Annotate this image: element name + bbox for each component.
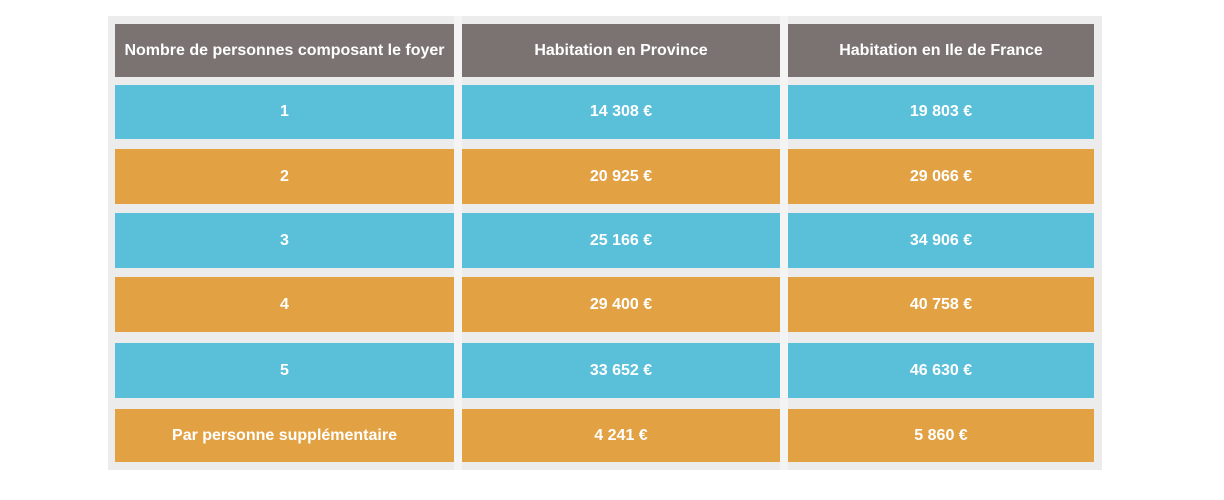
table-cell-ile-de-france: 5 860 €: [788, 409, 1094, 462]
table-cell-household-size: 1: [115, 85, 454, 139]
table-cell-household-size: 5: [115, 343, 454, 398]
table-cell-household-size: 3: [115, 213, 454, 268]
table-cell-household-size: 4: [115, 277, 454, 332]
table-cell-province: 33 652 €: [462, 343, 780, 398]
table-cell-household-size: 2: [115, 149, 454, 204]
header-ile-de-france: Habitation en Ile de France: [788, 24, 1094, 77]
income-table: Nombre de personnes composant le foyer H…: [108, 16, 1102, 470]
table-cell-ile-de-france: 34 906 €: [788, 213, 1094, 268]
header-province: Habitation en Province: [462, 24, 780, 77]
table-cell-ile-de-france: 19 803 €: [788, 85, 1094, 139]
table-cell-province: 14 308 €: [462, 85, 780, 139]
table-cell-province: 25 166 €: [462, 213, 780, 268]
table-cell-province: 29 400 €: [462, 277, 780, 332]
table-cell-ile-de-france: 46 630 €: [788, 343, 1094, 398]
table-cell-ile-de-france: 29 066 €: [788, 149, 1094, 204]
table-cell-province: 20 925 €: [462, 149, 780, 204]
table-cell-ile-de-france: 40 758 €: [788, 277, 1094, 332]
table-cell-province: 4 241 €: [462, 409, 780, 462]
column-divider: [780, 16, 788, 470]
column-divider: [454, 16, 462, 470]
table-cell-household-size: Par personne supplémentaire: [115, 409, 454, 462]
header-household-size: Nombre de personnes composant le foyer: [115, 24, 454, 77]
